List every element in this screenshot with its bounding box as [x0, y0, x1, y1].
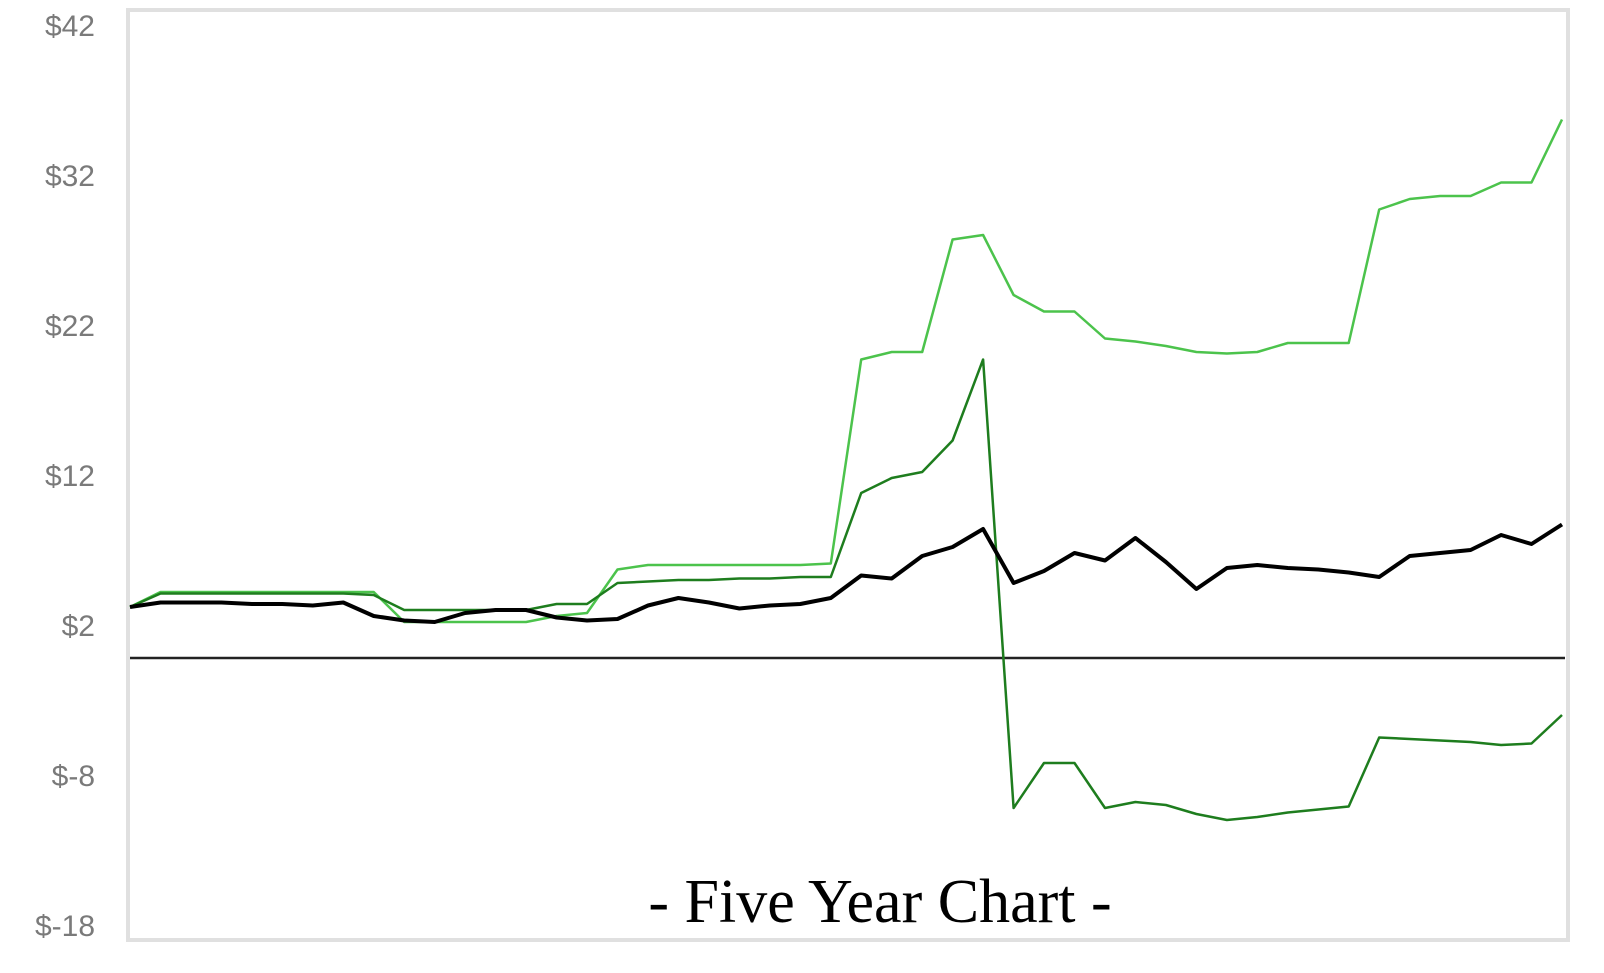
y-tick-label: $22	[45, 310, 95, 343]
y-tick-label: $12	[45, 460, 95, 493]
plot-frame	[126, 8, 1570, 942]
y-tick-label: $32	[45, 160, 95, 193]
y-tick-label: $42	[45, 10, 95, 43]
y-tick-label: $-8	[52, 760, 95, 793]
y-tick-label: $2	[62, 610, 95, 643]
series-line	[129, 118, 1564, 624]
series-line	[129, 358, 1563, 822]
chart-title: - Five Year Chart -	[648, 868, 1111, 936]
y-tick-label: $-18	[35, 910, 95, 943]
series-line	[129, 522, 1564, 624]
